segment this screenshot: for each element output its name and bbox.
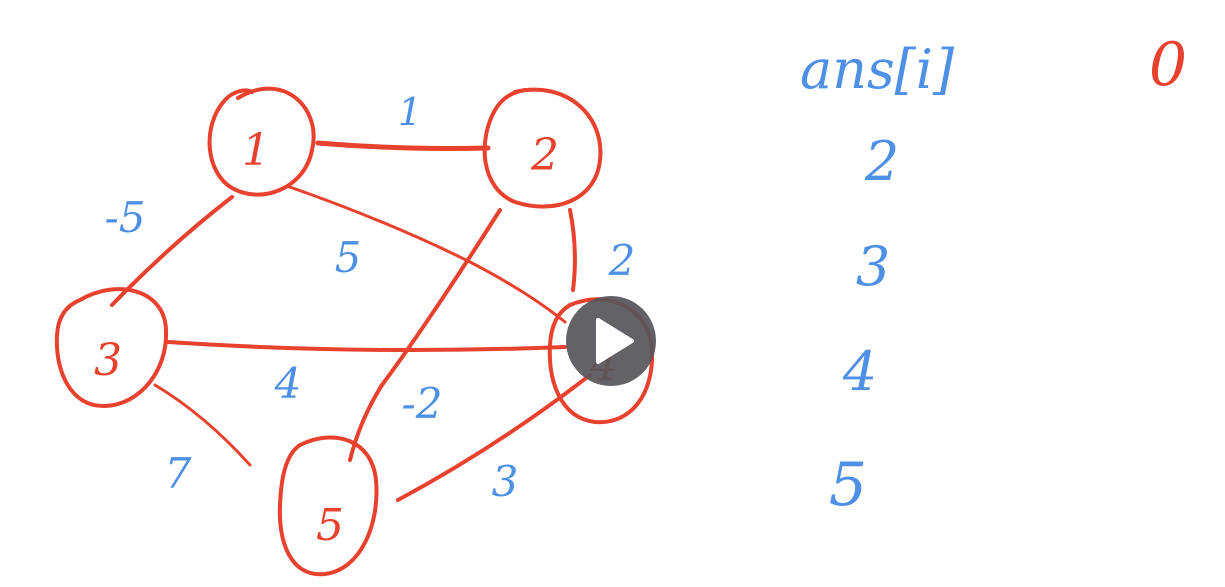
weight-1-2: 1 (398, 90, 422, 134)
ans-row-4: 4 (842, 340, 877, 403)
ans-row-5: 5 (829, 450, 867, 520)
play-icon[interactable] (596, 318, 634, 364)
node-5-label: 5 (316, 500, 344, 551)
edge-3-5 (153, 383, 252, 467)
node-5: 5 (277, 435, 379, 577)
ans-row-2: 2 (864, 130, 899, 193)
weight-3-4: 4 (274, 359, 302, 408)
node-3: 3 (54, 287, 169, 409)
edge-2-4 (568, 208, 577, 292)
weight-1-3: -5 (105, 193, 146, 242)
edge-1-4 (285, 184, 567, 324)
node-1: 1 (207, 86, 316, 197)
node-1-label: 1 (242, 125, 270, 176)
edge-1-2 (315, 140, 491, 151)
weight-2-5: -2 (402, 379, 443, 428)
weights-layer: 1 -5 5 2 -2 4 7 3 (105, 90, 636, 506)
ans-header: ans[i] (800, 38, 955, 101)
edge-5-4 (396, 373, 592, 502)
edge-3-4 (166, 340, 567, 353)
nodes-layer: 1 2 3 4 5 (54, 86, 655, 577)
node-2-label: 2 (530, 130, 559, 181)
ans-row-3: 3 (856, 235, 890, 298)
video-play-button[interactable] (566, 296, 656, 386)
ans-list: ans[i] 0 2 3 4 5 (800, 30, 1187, 520)
edges-layer (110, 140, 592, 502)
node-2: 2 (482, 87, 603, 209)
weight-1-4: 5 (335, 233, 362, 282)
edge-2-5 (348, 208, 502, 462)
weight-5-4: 3 (492, 457, 519, 506)
ans-first-value: 0 (1149, 30, 1187, 100)
node-3-label: 3 (94, 335, 122, 386)
weight-3-5: 7 (165, 449, 192, 498)
weight-2-4: 2 (608, 236, 636, 285)
